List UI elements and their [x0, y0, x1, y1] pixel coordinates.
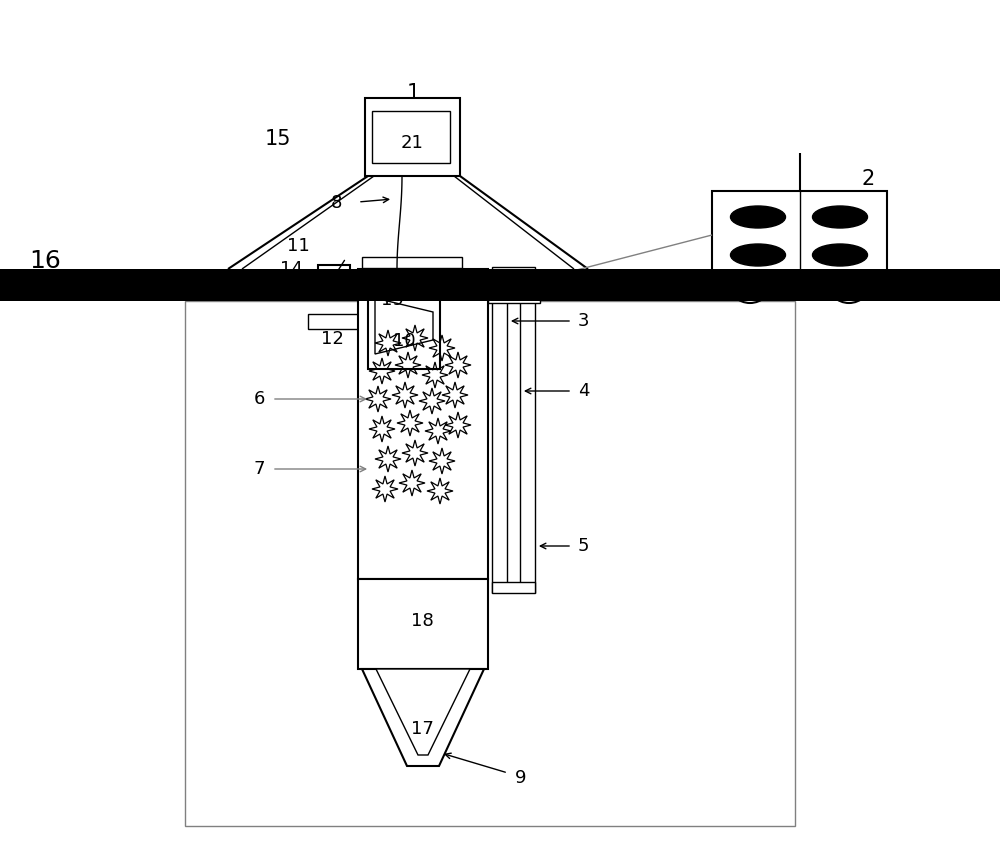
Text: 21: 21	[401, 134, 423, 152]
Text: 8: 8	[330, 194, 342, 212]
Text: 10: 10	[393, 332, 415, 350]
Bar	[365, 98, 460, 176]
Text: 18: 18	[411, 612, 433, 630]
Text: 15: 15	[265, 129, 291, 149]
Text: 5: 5	[578, 537, 590, 555]
Polygon shape	[376, 669, 470, 755]
Bar	[362, 257, 462, 268]
Text: 16: 16	[29, 249, 61, 273]
Text: 20: 20	[447, 268, 470, 286]
Text: 3: 3	[578, 312, 590, 330]
Text: 4: 4	[578, 382, 590, 400]
Text: 1: 1	[406, 83, 420, 103]
Ellipse shape	[812, 206, 868, 228]
Circle shape	[728, 259, 772, 303]
Ellipse shape	[812, 244, 868, 266]
Text: 9: 9	[515, 769, 526, 787]
Text: 17: 17	[411, 720, 433, 738]
Text: 12: 12	[321, 330, 344, 348]
Text: 11: 11	[287, 237, 310, 255]
Text: 7: 7	[254, 460, 265, 478]
Ellipse shape	[730, 206, 786, 228]
Bar	[308, 314, 358, 329]
Bar	[712, 191, 887, 279]
Bar	[492, 582, 535, 593]
Polygon shape	[362, 669, 484, 766]
Bar	[488, 289, 540, 303]
Circle shape	[827, 259, 871, 303]
Bar	[368, 284, 440, 369]
Text: 2: 2	[862, 169, 875, 189]
Text: 14: 14	[280, 260, 303, 278]
Bar	[492, 267, 535, 278]
Bar	[358, 579, 488, 669]
Text: 19: 19	[381, 291, 403, 309]
Bar	[368, 262, 395, 284]
Ellipse shape	[730, 244, 786, 266]
Bar	[372, 111, 450, 163]
Bar	[0, 269, 1000, 301]
Bar	[185, 301, 795, 826]
Bar	[318, 265, 350, 293]
Bar	[358, 269, 488, 579]
Text: 13: 13	[339, 268, 362, 286]
Text: 6: 6	[254, 390, 265, 408]
Bar	[368, 316, 482, 579]
